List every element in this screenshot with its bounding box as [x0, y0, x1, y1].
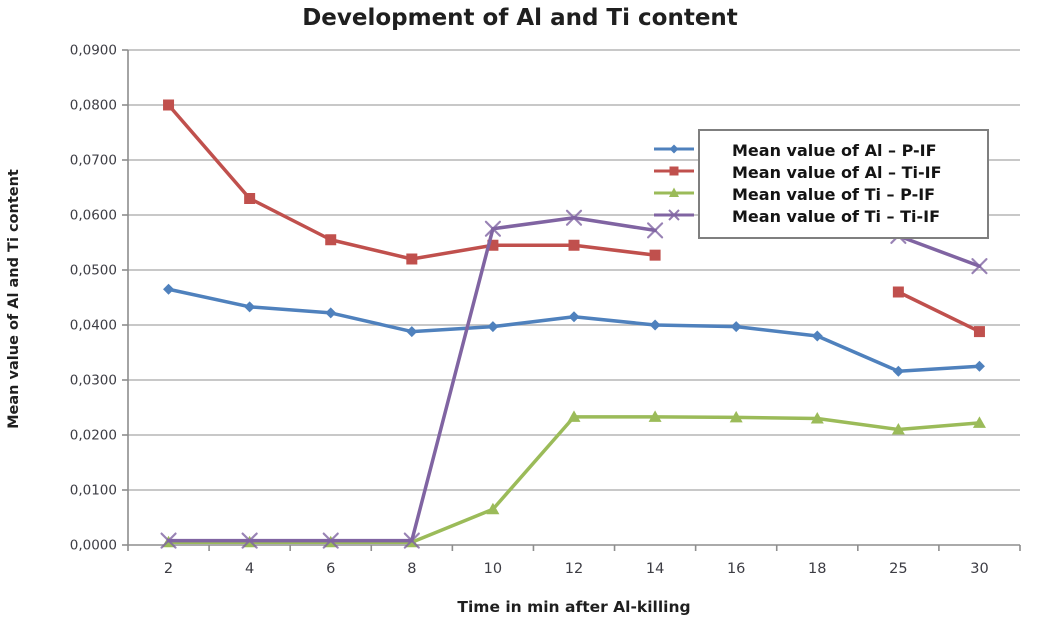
legend-label-al-tiif: Mean value of Al – Ti-IF — [732, 163, 942, 182]
data-point-marker — [892, 365, 904, 377]
data-point-marker — [568, 239, 580, 251]
series-line — [896, 234, 982, 268]
x-tick-label: 12 — [565, 561, 583, 577]
data-point-marker — [163, 283, 175, 295]
x-tick-label: 4 — [245, 561, 254, 577]
legend: Mean value of Al – P-IF Mean value of Al… — [650, 129, 989, 239]
y-tick-label: 0,0600 — [70, 208, 117, 224]
legend-marker-al-tiif-icon — [650, 160, 698, 182]
data-point-marker — [241, 532, 258, 549]
data-point-marker — [973, 360, 985, 372]
x-tick-label: 10 — [484, 561, 502, 577]
data-point-marker — [486, 502, 500, 515]
chart-title: Development of Al and Ti content — [302, 5, 738, 31]
data-point-marker — [406, 326, 418, 338]
data-point-marker — [322, 532, 339, 549]
x-tick-label: 30 — [970, 561, 988, 577]
legend-label-ti-pif: Mean value of Ti – P-IF — [732, 185, 936, 204]
legend-marker-al-pif-icon — [650, 138, 698, 160]
data-point-marker — [729, 410, 743, 423]
legend-marker-ti-tiif-icon — [650, 204, 698, 226]
data-point-marker — [648, 410, 662, 422]
x-axis-title: Time in min after Al-killing — [457, 598, 691, 616]
series-line — [166, 287, 982, 373]
x-legend-glyph — [654, 209, 694, 221]
x-tick-label: 6 — [326, 561, 335, 577]
data-point-marker — [565, 209, 583, 226]
series-line — [896, 290, 982, 334]
legend-box: Mean value of Al – P-IF Mean value of Al… — [698, 129, 989, 239]
data-point-marker — [646, 222, 664, 239]
y-tick-label: 0,0300 — [70, 373, 117, 389]
data-point-marker — [487, 321, 499, 333]
data-point-marker — [487, 239, 499, 251]
y-tick-label: 0,0700 — [70, 153, 117, 169]
legend-label-al-pif: Mean value of Al – P-IF — [732, 141, 937, 160]
square-legend-glyph — [654, 166, 694, 176]
data-point-marker — [403, 532, 420, 549]
data-point-marker — [730, 321, 742, 333]
y-tick-label: 0,0200 — [70, 428, 117, 444]
data-point-marker — [567, 410, 581, 422]
y-tick-label: 0,0000 — [70, 538, 117, 554]
x-tick-label: 2 — [164, 561, 173, 577]
y-tick-label: 0,0900 — [70, 43, 117, 59]
data-point-marker — [484, 220, 502, 237]
legend-marker-ti-pif-icon — [650, 182, 698, 204]
data-point-marker — [649, 319, 661, 331]
y-tick-label: 0,0500 — [70, 263, 117, 279]
data-point-marker — [649, 249, 661, 261]
data-point-marker — [163, 99, 175, 111]
data-point-marker — [892, 286, 904, 298]
data-point-marker — [971, 258, 988, 275]
series-line — [166, 216, 657, 543]
diamond-legend-glyph — [654, 144, 694, 154]
data-point-marker — [244, 193, 256, 204]
legend-label-ti-tiif: Mean value of Ti – Ti-IF — [732, 207, 941, 226]
data-point-marker — [406, 253, 418, 265]
legend-marker-column — [650, 129, 698, 235]
y-tick-label: 0,0800 — [70, 98, 117, 114]
data-point-marker — [972, 416, 986, 428]
data-point-marker — [810, 412, 824, 424]
y-tick-label: 0,0400 — [70, 318, 117, 334]
series-line — [166, 103, 657, 261]
x-tick-label: 14 — [646, 561, 664, 577]
y-tick-label: 0,0100 — [70, 483, 117, 499]
x-tick-label: 16 — [727, 561, 745, 577]
x-tick-label: 8 — [407, 561, 416, 577]
triangle-legend-glyph — [654, 187, 694, 197]
x-tick-label: 18 — [808, 561, 826, 577]
x-tick-label: 25 — [889, 561, 907, 577]
data-point-marker — [811, 330, 823, 342]
data-point-marker — [244, 301, 256, 313]
data-point-marker — [160, 532, 177, 549]
data-point-marker — [325, 234, 337, 246]
data-point-marker — [568, 311, 580, 323]
data-point-marker — [325, 307, 337, 319]
data-point-marker — [891, 423, 905, 435]
data-point-marker — [973, 326, 985, 338]
